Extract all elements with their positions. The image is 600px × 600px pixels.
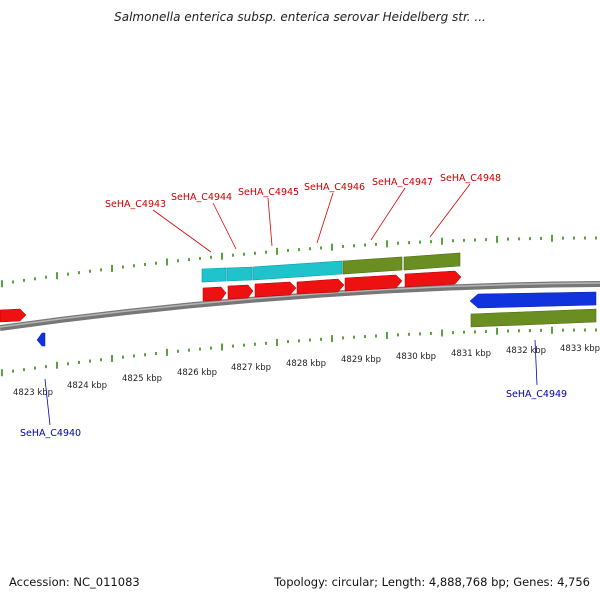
label-leader (152, 209, 212, 253)
kbp-scale: 4823 kbp 4824 kbp 4825 kbp 4826 kbp 4827… (13, 344, 600, 398)
cds-arrow-forward[interactable] (344, 274, 403, 292)
kbp-label: 4831 kbp (451, 349, 491, 359)
gene-label[interactable]: SeHA_C4944 (171, 192, 232, 203)
feature-bar[interactable] (201, 267, 227, 283)
label-leader (212, 202, 237, 250)
inner-tick-ring (1, 326, 597, 377)
cds-arrow-reverse[interactable] (469, 291, 597, 309)
cds-arrow-forward[interactable] (296, 278, 345, 295)
feature-bar[interactable] (403, 252, 461, 271)
kbp-label: 4833 kbp (560, 344, 600, 354)
gene-label[interactable]: SeHA_C4943 (105, 199, 166, 210)
map-title: Salmonella enterica subsp. enterica sero… (114, 10, 486, 24)
accession-text: Accession: NC_011083 (9, 575, 140, 589)
cds-arrow-reverse[interactable] (36, 332, 46, 347)
forward-cds-track (0, 270, 462, 323)
kbp-label: 4826 kbp (177, 368, 217, 378)
feature-bars-upper (201, 252, 461, 283)
gene-label[interactable]: SeHA_C4940 (20, 428, 81, 439)
kbp-label: 4829 kbp (341, 355, 381, 365)
forward-gene-labels: SeHA_C4943 SeHA_C4944 SeHA_C4945 SeHA_C4… (105, 173, 501, 253)
kbp-label: 4828 kbp (286, 359, 326, 369)
reverse-gene-labels: SeHA_C4940 SeHA_C4949 (20, 339, 567, 439)
cds-arrow-forward[interactable] (227, 284, 254, 300)
kbp-label: 4832 kbp (506, 346, 546, 356)
genome-backbone-highlight (0, 282, 600, 328)
genome-backbone (0, 281, 600, 331)
cds-arrow-forward[interactable] (404, 270, 462, 288)
label-leader (429, 183, 471, 238)
kbp-label: 4830 kbp (396, 352, 436, 362)
kbp-label: 4823 kbp (13, 388, 53, 398)
gene-label[interactable]: SeHA_C4945 (238, 187, 299, 198)
label-leader (267, 197, 273, 247)
label-leader (44, 378, 51, 426)
label-leader (316, 192, 334, 244)
feature-bar[interactable] (252, 260, 343, 281)
cds-arrow-forward[interactable] (0, 308, 27, 323)
kbp-label: 4824 kbp (67, 381, 107, 391)
kbp-label: 4827 kbp (231, 363, 271, 373)
label-leader (534, 339, 538, 386)
gene-label[interactable]: SeHA_C4949 (506, 389, 567, 400)
outer-tick-ring (1, 234, 597, 288)
gene-label[interactable]: SeHA_C4946 (304, 182, 365, 193)
kbp-label: 4825 kbp (122, 374, 162, 384)
cds-arrow-forward[interactable] (254, 281, 297, 298)
cds-arrow-forward[interactable] (202, 286, 227, 302)
feature-bar[interactable] (226, 266, 253, 282)
label-leader (370, 187, 406, 241)
genome-summary: Topology: circular; Length: 4,888,768 bp… (274, 575, 590, 589)
feature-bar[interactable] (470, 308, 597, 328)
feature-bar[interactable] (342, 256, 403, 275)
feature-bars-lower (470, 308, 597, 328)
gene-label[interactable]: SeHA_C4948 (440, 173, 501, 184)
reverse-cds-track (36, 291, 597, 347)
gene-label[interactable]: SeHA_C4947 (372, 177, 433, 188)
